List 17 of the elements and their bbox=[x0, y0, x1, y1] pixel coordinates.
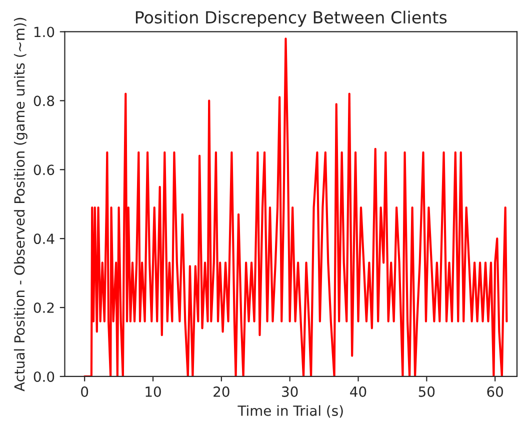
x-tick-label: 30 bbox=[282, 386, 298, 397]
line-series bbox=[84, 38, 508, 376]
y-tick-label: 1.0 bbox=[34, 26, 54, 38]
x-tick-label: 0 bbox=[81, 386, 88, 397]
y-tick-label: 0.0 bbox=[34, 371, 54, 382]
chart-title: Position Discrepency Between Clients bbox=[136, 10, 447, 27]
x-tick-label: 40 bbox=[350, 386, 366, 397]
y-tick-label: 0.6 bbox=[34, 164, 54, 176]
x-tick-label: 60 bbox=[487, 386, 503, 397]
y-tick-label: 0.8 bbox=[34, 96, 54, 106]
y-tick-label: 0.2 bbox=[34, 302, 54, 313]
x-tick-label: 10 bbox=[146, 386, 161, 397]
x-tick-label: 20 bbox=[214, 386, 230, 397]
y-tick-label: 0.4 bbox=[34, 234, 54, 244]
y-axis-title: Actual Position - Observed Position (game units (~m)) bbox=[14, 18, 28, 392]
x-axis-title: Time in Trial (s) bbox=[238, 405, 343, 418]
x-tick-label: 50 bbox=[418, 386, 435, 397]
